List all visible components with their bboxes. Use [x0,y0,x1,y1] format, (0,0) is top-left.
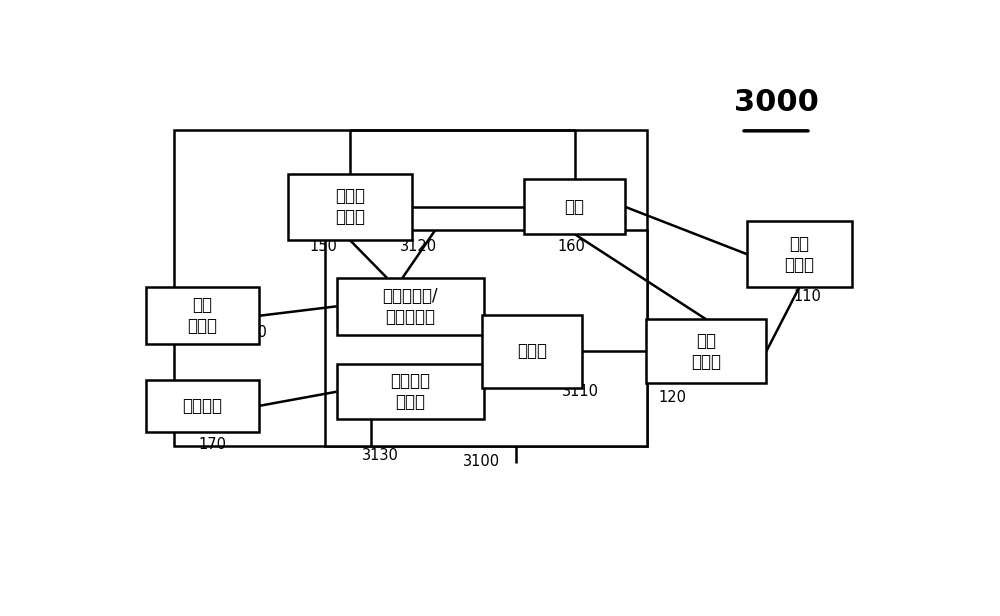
Text: 120: 120 [658,390,686,405]
Text: 系统
控制器: 系统 控制器 [691,332,721,371]
Text: 150: 150 [309,239,337,254]
Bar [482,315,582,388]
Bar [337,278,484,335]
Text: 发电装置: 发电装置 [182,397,222,415]
Bar [646,319,766,383]
Text: 分配器: 分配器 [517,342,547,360]
Text: 160: 160 [557,239,585,254]
Text: 110: 110 [793,290,821,304]
Text: 3110: 3110 [562,384,599,399]
Text: 动态
传感器: 动态 传感器 [784,235,814,274]
Text: 140: 140 [240,325,268,340]
Text: 工件: 工件 [564,198,584,216]
Text: 3120: 3120 [400,239,437,254]
Text: 磁流变阻尼/
制动控制器: 磁流变阻尼/ 制动控制器 [382,287,438,326]
Text: 3100: 3100 [463,455,500,469]
Text: 磁流变
阻尼器: 磁流变 阻尼器 [335,187,365,226]
Text: 3130: 3130 [362,448,399,463]
Bar [288,174,412,240]
Bar [337,365,484,419]
Bar [174,131,647,446]
Bar [747,221,852,287]
Text: 3000: 3000 [734,88,818,117]
Text: 170: 170 [199,437,227,452]
Bar [146,287,259,344]
Text: 能量收集
控制器: 能量收集 控制器 [390,372,430,411]
Bar [325,230,647,446]
Bar [146,380,259,432]
Bar [524,179,625,234]
Text: 电流
驱动器: 电流 驱动器 [188,296,218,335]
